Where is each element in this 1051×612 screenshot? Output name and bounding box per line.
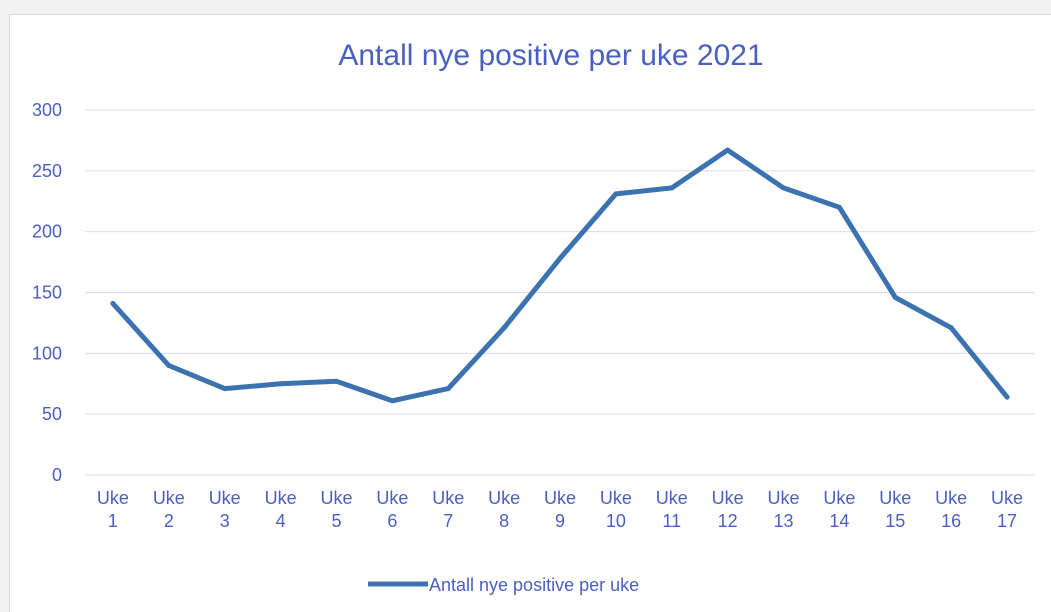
x-tick-label-line: Uke <box>600 488 632 508</box>
data-point <box>948 325 954 331</box>
x-tick-label-line: 17 <box>997 511 1017 531</box>
x-tick-label: Uke 10 <box>600 488 632 531</box>
x-tick-label-line: Uke <box>432 488 464 508</box>
y-tick-label: 200 <box>32 222 62 242</box>
data-point <box>501 325 507 331</box>
x-tick-label-line: Uke <box>265 488 297 508</box>
x-tick-label-line: 15 <box>885 511 905 531</box>
x-tick-label-line: Uke <box>935 488 967 508</box>
data-point <box>836 204 842 210</box>
series-line <box>110 147 1010 404</box>
data-point <box>445 386 451 392</box>
x-tick-label-line: 11 <box>662 511 681 531</box>
x-tick-label-line: Uke <box>544 488 576 508</box>
x-tick-label: Uke 8 <box>488 488 520 531</box>
x-tick-label-line: Uke <box>97 488 129 508</box>
data-point <box>166 363 172 368</box>
y-tick-label: 0 <box>52 465 62 485</box>
data-point <box>669 185 675 191</box>
data-point <box>892 294 898 300</box>
y-tick-label: 50 <box>42 404 62 424</box>
x-tick-label: Uke 14 <box>823 488 855 531</box>
x-tick-label-line: 8 <box>499 511 509 531</box>
data-point <box>557 255 563 261</box>
data-point <box>781 185 787 191</box>
x-tick-label-line: 10 <box>606 511 626 531</box>
x-tick-label: Uke 6 <box>376 488 408 531</box>
y-tick-label: 300 <box>32 100 62 120</box>
x-tick-label-line: Uke <box>879 488 911 508</box>
x-tick-label-line: 16 <box>941 511 961 531</box>
x-tick-label: Uke 3 <box>209 488 241 531</box>
legend-label: Antall nye positive per uke <box>429 575 639 595</box>
y-tick-label: 150 <box>32 283 62 303</box>
x-tick-label-line: 4 <box>276 511 286 531</box>
x-tick-label-line: Uke <box>209 488 241 508</box>
x-tick-label: Uke 12 <box>712 488 744 531</box>
x-tick-label-line: Uke <box>712 488 744 508</box>
x-tick-label: Uke 2 <box>153 488 185 531</box>
y-tick-label: 100 <box>32 343 62 363</box>
x-tick-label: Uke 17 <box>991 488 1023 531</box>
x-tick-label: Uke 9 <box>544 488 576 531</box>
x-tick-label-line: Uke <box>376 488 408 508</box>
series-layer <box>110 147 1010 404</box>
data-point <box>389 398 395 404</box>
data-point <box>333 378 339 384</box>
x-tick-label-line: 14 <box>829 511 849 531</box>
x-tick-label: Uke 7 <box>432 488 464 531</box>
data-point <box>222 386 228 392</box>
y-axis-tick-labels: 0 50 100 150 200 250 300 <box>32 100 62 485</box>
data-point <box>278 381 284 387</box>
x-tick-label-line: 12 <box>718 511 738 531</box>
x-tick-label: Uke 1 <box>97 488 129 531</box>
x-tick-label: Uke 16 <box>935 488 967 531</box>
x-tick-label-line: 13 <box>774 511 794 531</box>
chart-title: Antall nye positive per uke 2021 <box>338 39 763 72</box>
legend: Antall nye positive per uke <box>368 575 639 595</box>
x-tick-label-line: Uke <box>768 488 800 508</box>
x-tick-label-line: 6 <box>387 511 397 531</box>
x-tick-label-line: 7 <box>443 511 453 531</box>
x-tick-label-line: 5 <box>331 511 341 531</box>
x-tick-label-line: Uke <box>823 488 855 508</box>
x-tick-label: Uke 5 <box>320 488 352 531</box>
data-point <box>1004 394 1010 400</box>
x-tick-label-line: Uke <box>991 488 1023 508</box>
data-point <box>613 191 619 197</box>
data-point <box>725 147 731 153</box>
x-axis-tick-labels: Uke 1 Uke 2 Uke 3 Uke 4 Uke 5 Uke 6 Uke 7 Uke 8 Uke 9 Uke 1… <box>97 488 1023 531</box>
x-tick-label-line: Uke <box>656 488 688 508</box>
x-tick-label: Uke 13 <box>768 488 800 531</box>
y-tick-label: 250 <box>32 161 62 181</box>
grid-lines <box>85 109 1035 476</box>
chart-frame <box>9 14 1051 612</box>
x-tick-label-line: Uke <box>153 488 185 508</box>
x-tick-label-line: 1 <box>108 511 118 531</box>
data-point <box>110 300 116 306</box>
x-tick-label-line: Uke <box>320 488 352 508</box>
x-tick-label: Uke 11 <box>656 488 688 531</box>
x-tick-label: Uke 15 <box>879 488 911 531</box>
x-tick-label-line: 9 <box>555 511 565 531</box>
x-tick-label-line: Uke <box>488 488 520 508</box>
x-tick-label: Uke 4 <box>265 488 297 531</box>
x-tick-label-line: 2 <box>164 511 174 531</box>
x-tick-label-line: 3 <box>220 511 230 531</box>
